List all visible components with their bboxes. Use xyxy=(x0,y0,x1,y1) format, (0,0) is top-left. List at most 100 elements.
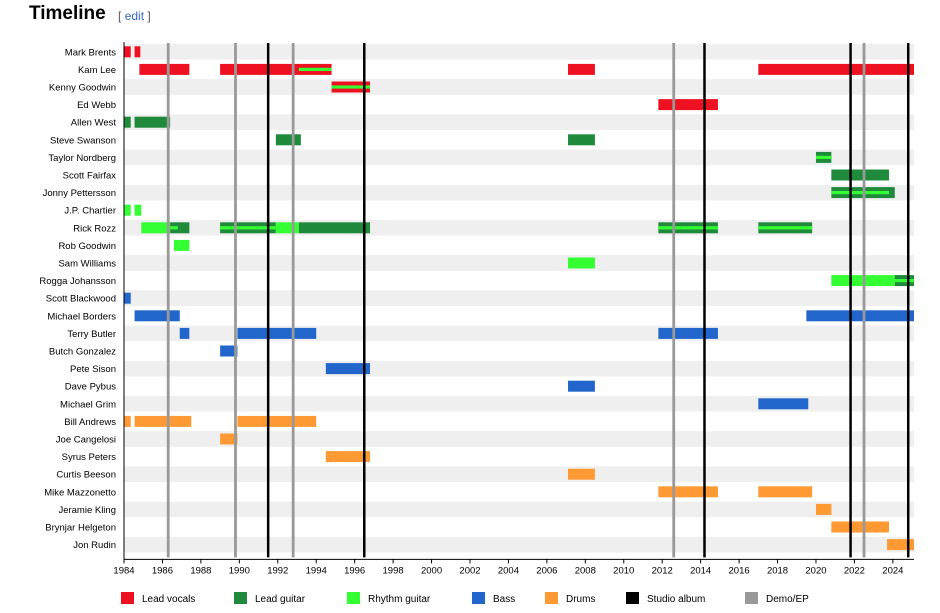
x-tick-label-2022: 2022 xyxy=(844,565,865,576)
row-bg-joe-cangelosi xyxy=(124,431,914,447)
x-tick-label-2008: 2008 xyxy=(575,565,596,576)
bar-kam-lee-lead_vocals-1 xyxy=(220,63,332,75)
member-label-pete-sison: Pete Sison xyxy=(70,364,116,375)
member-label-rick-rozz: Rick Rozz xyxy=(73,223,116,234)
member-label-butch-gonzalez: Butch Gonzalez xyxy=(49,347,116,358)
x-tick-label-1998: 1998 xyxy=(383,565,404,576)
edit-section-link[interactable]: edit xyxy=(124,9,145,23)
legend-label-lead_vocals: Lead vocals xyxy=(142,594,195,605)
bar-jon-rudin-drums-0 xyxy=(887,539,914,551)
legend-label-lead_guitar: Lead guitar xyxy=(255,594,306,605)
legend-swatch-rhythm_guitar xyxy=(347,592,360,604)
time-axis: 1984 1986 1988 1990 1992 1994 1996 1998 2000 2002… xyxy=(113,42,914,576)
bar-mike-mazzonetto-drums-0 xyxy=(658,486,718,498)
overlay-jonny-pettersson-rhythm_guitar-0 xyxy=(831,191,890,195)
row-bg-curtis-beeson xyxy=(124,466,914,482)
member-label-michael-grim: Michael Grim xyxy=(60,399,116,410)
row-bg-kenny-goodwin xyxy=(124,79,914,95)
bar-ed-webb-lead_vocals-0 xyxy=(658,99,718,111)
bar-mark-brents-lead_vocals-1 xyxy=(134,46,141,58)
row-bg-mark-brents xyxy=(124,44,914,60)
bar-terry-butler-bass-1 xyxy=(237,327,317,339)
bar-allen-west-lead_guitar-0 xyxy=(124,116,131,128)
section-heading: Timeline xyxy=(29,3,106,24)
release-lines xyxy=(166,43,910,558)
member-label-dave-pybus: Dave Pybus xyxy=(65,382,116,393)
x-tick-label-2010: 2010 xyxy=(613,565,634,576)
legend-swatch-demo_ep xyxy=(745,592,758,604)
bar-j-p-chartier-rhythm_guitar-1 xyxy=(134,204,142,216)
member-label-scott-blackwood: Scott Blackwood xyxy=(46,294,116,305)
legend-swatch-drums xyxy=(545,592,558,604)
row-bg-scott-blackwood xyxy=(124,290,914,306)
legend-label-rhythm_guitar: Rhythm guitar xyxy=(368,594,431,605)
legend-label-demo_ep: Demo/EP xyxy=(766,594,809,605)
row-bg-jonny-pettersson xyxy=(124,184,914,201)
member-label-curtis-beeson: Curtis Beeson xyxy=(56,470,116,481)
bar-mike-mazzonetto-drums-1 xyxy=(758,486,813,498)
member-label-michael-borders: Michael Borders xyxy=(47,311,116,322)
member-label-scott-fairfax: Scott Fairfax xyxy=(63,171,117,182)
x-tick-label-1994: 1994 xyxy=(306,565,327,576)
x-tick-label-1990: 1990 xyxy=(229,565,250,576)
x-tick-label-2014: 2014 xyxy=(690,565,711,576)
x-tick-label-1988: 1988 xyxy=(190,565,211,576)
bar-bill-andrews-drums-0 xyxy=(124,415,131,427)
member-labels: Mark Brents Kam Lee Kenny Goodwin Ed Webb Al… xyxy=(39,47,116,551)
member-label-sam-williams: Sam Williams xyxy=(58,259,116,270)
member-label-terry-butler: Terry Butler xyxy=(67,329,116,340)
member-label-bill-andrews: Bill Andrews xyxy=(64,417,116,428)
bar-rick-rozz-lead_guitar-4 xyxy=(298,222,371,234)
legend-swatch-studio_album xyxy=(626,592,639,604)
bar-butch-gonzalez-bass-0 xyxy=(220,345,238,357)
member-bars xyxy=(124,46,914,551)
bar-mark-brents-lead_vocals-0 xyxy=(124,46,131,58)
member-label-joe-cangelosi: Joe Cangelosi xyxy=(56,435,116,446)
overlay-rogga-johansson-rhythm_guitar-0 xyxy=(894,279,914,283)
member-label-j-p-chartier: J.P. Chartier xyxy=(64,206,116,217)
bar-rick-rozz-rhythm_guitar-0 xyxy=(141,222,171,234)
member-label-rogga-johansson: Rogga Johansson xyxy=(39,276,116,287)
bar-kam-lee-lead_vocals-0 xyxy=(139,63,190,75)
bar-michael-grim-bass-0 xyxy=(758,398,809,410)
row-bg-sam-williams xyxy=(124,255,914,271)
bar-terry-butler-bass-2 xyxy=(658,327,718,339)
bar-kam-lee-lead_vocals-3 xyxy=(758,63,914,75)
bar-pete-sison-bass-0 xyxy=(325,363,371,375)
bar-rick-rozz-lead_guitar-1 xyxy=(170,222,190,234)
x-tick-label-2020: 2020 xyxy=(805,565,826,576)
bar-michael-borders-bass-0 xyxy=(134,310,180,322)
row-bg-pete-sison xyxy=(124,360,914,377)
bar-rick-rozz-rhythm_guitar-3 xyxy=(275,222,299,234)
x-tick-label-1992: 1992 xyxy=(267,565,288,576)
member-label-jon-rudin: Jon Rudin xyxy=(73,540,116,551)
bar-syrus-peters-drums-0 xyxy=(325,451,371,463)
bar-scott-fairfax-lead_guitar-0 xyxy=(831,169,890,181)
overlay-rick-rozz-rhythm_guitar-3 xyxy=(758,226,813,230)
bar-terry-butler-bass-0 xyxy=(179,327,190,339)
bar-dave-pybus-bass-0 xyxy=(568,380,595,392)
overlay-taylor-nordberg-rhythm_guitar-0 xyxy=(815,155,832,159)
member-label-ed-webb: Ed Webb xyxy=(77,100,116,111)
member-label-allen-west: Allen West xyxy=(71,118,117,129)
x-tick-label-2024: 2024 xyxy=(882,565,903,576)
bar-steve-swanson-lead_guitar-1 xyxy=(568,134,595,146)
bar-michael-borders-bass-1 xyxy=(806,310,914,322)
legend-label-studio_album: Studio album xyxy=(647,594,705,605)
member-label-kenny-goodwin: Kenny Goodwin xyxy=(49,83,116,94)
edit-bracket-close: ] xyxy=(147,9,151,23)
legend-swatch-lead_vocals xyxy=(121,592,134,604)
row-bg-michael-grim xyxy=(124,396,914,412)
row-bg-allen-west xyxy=(124,114,914,130)
bar-sam-williams-rhythm_guitar-0 xyxy=(568,257,595,269)
bar-curtis-beeson-drums-0 xyxy=(568,468,595,480)
member-label-mark-brents: Mark Brents xyxy=(65,47,116,58)
x-tick-label-2000: 2000 xyxy=(421,565,442,576)
row-bg-jeramie-kling xyxy=(124,501,914,518)
x-tick-label-1986: 1986 xyxy=(152,565,173,576)
member-label-brynjar-helgeton: Brynjar Helgeton xyxy=(45,523,116,534)
bar-joe-cangelosi-drums-0 xyxy=(220,433,238,445)
x-tick-label-2018: 2018 xyxy=(767,565,788,576)
bar-bill-andrews-drums-1 xyxy=(134,415,192,427)
